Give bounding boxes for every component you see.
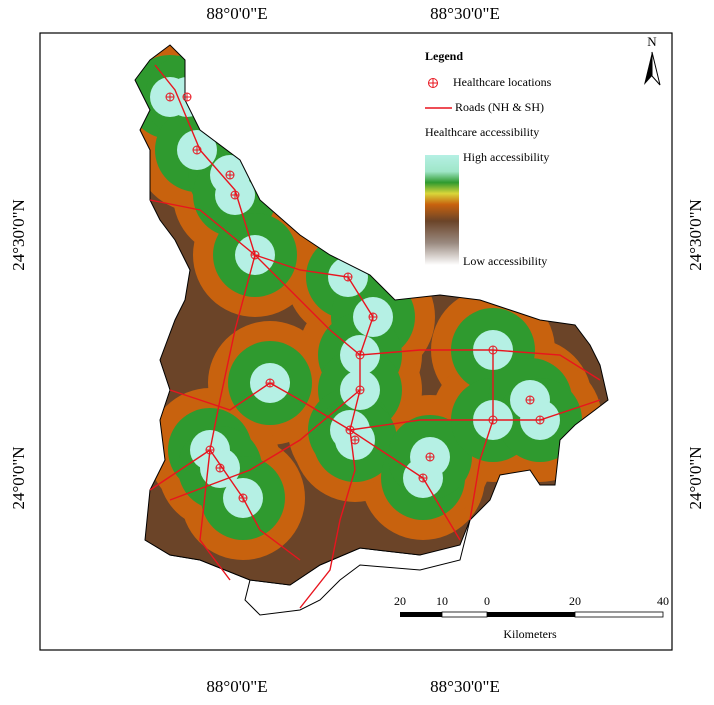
- legend-icon-facility: [428, 78, 438, 88]
- scale-tick: 20: [394, 594, 406, 608]
- facility: [215, 463, 225, 473]
- coord-label: 24°30'0"N: [686, 199, 705, 271]
- scale-tick: 10: [436, 594, 448, 608]
- facility: [488, 345, 498, 355]
- healthcare-locations: [165, 92, 545, 503]
- facility: [368, 312, 378, 322]
- legend-item: Roads (NH & SH): [455, 100, 544, 114]
- facility: [192, 145, 202, 155]
- north-label: N: [647, 34, 657, 49]
- legend-item: Healthcare locations: [453, 75, 552, 89]
- facility: [355, 385, 365, 395]
- legend: Legend Healthcare locations Roads (NH & …: [425, 49, 552, 268]
- facility: [182, 92, 192, 102]
- facility: [265, 378, 275, 388]
- facility: [418, 473, 428, 483]
- accessibility-zones: [135, 45, 608, 585]
- facility: [355, 350, 365, 360]
- scale-tick: 0: [484, 594, 490, 608]
- scale-unit: Kilometers: [503, 627, 557, 641]
- legend-title: Legend: [425, 49, 463, 63]
- facility: [205, 445, 215, 455]
- facility: [525, 395, 535, 405]
- frame: [39, 32, 673, 651]
- color-ramp: [425, 155, 459, 265]
- facility: [230, 190, 240, 200]
- coord-label: 88°30'0"E: [430, 4, 500, 23]
- legend-subtitle: Healthcare accessibility: [425, 125, 539, 139]
- facility: [345, 425, 355, 435]
- coord-label: 24°30'0"N: [9, 199, 28, 271]
- facility: [535, 415, 545, 425]
- coord-label: 88°30'0"E: [430, 677, 500, 696]
- coord-label: 24°0'0"N: [686, 446, 705, 509]
- facility: [425, 452, 435, 462]
- coord-label: 88°0'0"E: [206, 4, 267, 23]
- north-arrow: N: [644, 34, 661, 86]
- facility: [225, 170, 235, 180]
- scale-tick: 20: [569, 594, 581, 608]
- facility: [165, 92, 175, 102]
- coord-label: 88°0'0"E: [206, 677, 267, 696]
- ramp-low: Low accessibility: [463, 254, 547, 268]
- coord-label: 24°0'0"N: [9, 446, 28, 509]
- facility: [250, 250, 260, 260]
- scale-tick: 40: [657, 594, 669, 608]
- facility: [488, 415, 498, 425]
- facility: [343, 272, 353, 282]
- facility: [238, 493, 248, 503]
- scale-bar: 20 10 0 20 40 Kilometers: [394, 594, 669, 641]
- ramp-high: High accessibility: [463, 150, 549, 164]
- facility: [350, 435, 360, 445]
